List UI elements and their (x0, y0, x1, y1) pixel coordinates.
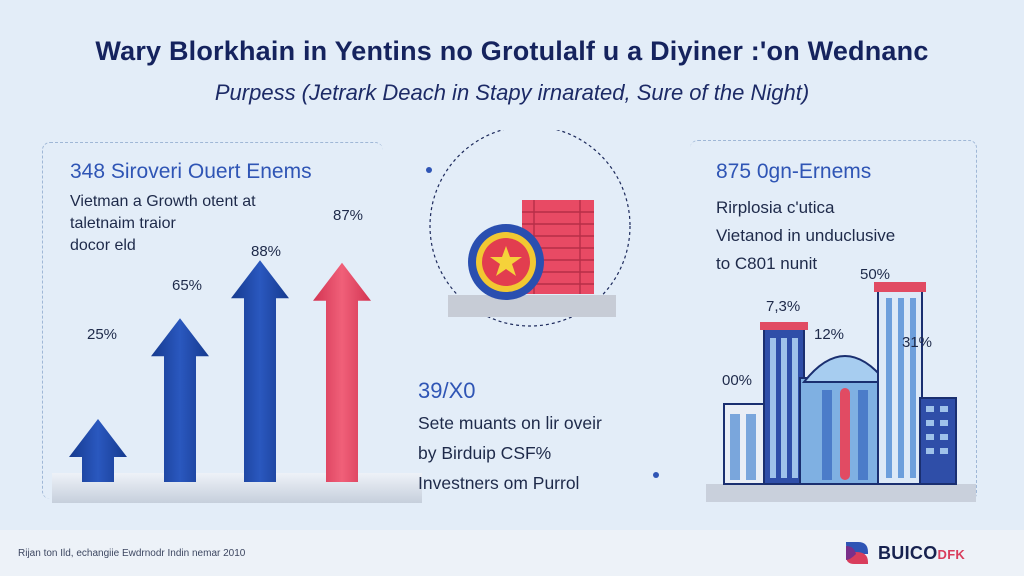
dot-top (426, 167, 432, 173)
growth-arrow-bar-3 (231, 260, 289, 482)
page-title: Wary Blorkhain in Yentins no Grotulalf u… (95, 36, 929, 66)
dashed-circle (429, 130, 631, 327)
skyline-label-50: 50% (860, 266, 891, 283)
vietnam-star-coin (468, 224, 544, 300)
brand-logo[interactable]: BUICODFK (842, 538, 965, 568)
right-panel-line-3: to C801 nunit (716, 254, 818, 273)
small-building (919, 397, 957, 485)
dot-bottom (653, 472, 659, 478)
bar-label-3: 88% (251, 243, 282, 260)
skyline-label-00: 00% (722, 372, 753, 389)
page-subtitle: Purpess (Jetrark Deach in Stapy irnarate… (214, 80, 810, 105)
brand-name: BUICODFK (878, 542, 966, 563)
right-panel-border (690, 140, 977, 501)
skyline-label-73: 7,3% (766, 298, 801, 315)
middle-heading: 39/X0 (418, 378, 476, 403)
right-panel-line-1: Rirplosia c'utica (716, 198, 835, 217)
growth-arrow-bar-4 (313, 262, 371, 482)
skyline-base (706, 484, 976, 502)
footer-note: Rijan ton Ild, echangiie Ewdrnodr Indin … (18, 548, 246, 559)
right-panel-line-2: Vietanod in unduclusive (716, 226, 896, 245)
left-panel-border (42, 142, 383, 499)
star-icon (490, 246, 522, 276)
brand-logo-icon (846, 542, 868, 564)
bar-label-2: 65% (172, 277, 203, 294)
skyline-label-12: 12% (814, 326, 845, 343)
middle-line-2: by Birduip CSF% (418, 443, 552, 463)
left-panel-line-2: taletnaim traior (70, 215, 176, 232)
bar-label-1: 25% (87, 326, 118, 343)
middle-line-1: Sete muants on lir oveir (418, 413, 602, 433)
left-panel-line-3: docor eld (70, 237, 136, 254)
domed-building (799, 355, 891, 485)
middle-line-3: Investners om Purrol (418, 473, 580, 493)
right-tower (874, 282, 926, 485)
city-skyline-illustration (706, 282, 976, 502)
short-building (723, 403, 765, 485)
right-panel-heading: 875 0gn-Ernems (716, 160, 872, 183)
growth-arrow-bar-2 (151, 318, 209, 482)
coin-stack-illustration (429, 130, 631, 327)
left-panel-heading: 348 Siroveri Ouert Enems (70, 160, 312, 183)
brand-accent: DFK (937, 546, 966, 562)
growth-bar-chart (52, 260, 422, 503)
pedestal (448, 295, 616, 317)
skyline-label-31: 31% (902, 334, 933, 351)
left-panel-line-1: Vietman a Growth otent at (70, 193, 256, 210)
bar-label-4: 87% (333, 207, 364, 224)
growth-arrow-bar-1 (69, 419, 127, 482)
left-tower (760, 322, 808, 485)
